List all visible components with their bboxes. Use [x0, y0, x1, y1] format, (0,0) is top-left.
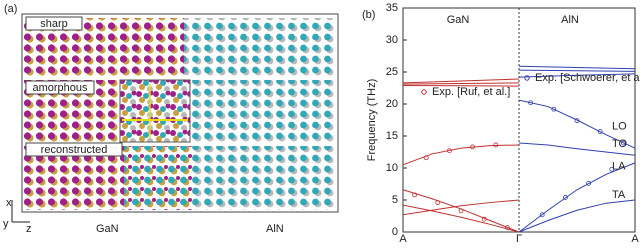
- data-point: [412, 192, 418, 198]
- data-point: [481, 216, 487, 222]
- panel-a: (a) sharp amorphous reconstructed x y z …: [3, 3, 339, 235]
- legend-label: Exp. [Ruf, et al.]: [432, 86, 510, 98]
- data-point: [563, 195, 568, 200]
- data-point: [423, 155, 429, 161]
- material-label: GaN: [96, 223, 119, 235]
- x-tick-label: A: [399, 233, 407, 245]
- data-point: [493, 142, 499, 148]
- data-point: [597, 129, 603, 134]
- dispersion-curve: [402, 144, 520, 166]
- label-box: [25, 142, 123, 157]
- dispersion-curve: [518, 73, 636, 78]
- axis-label: x: [6, 197, 12, 209]
- data-point: [446, 148, 452, 154]
- data-point: [504, 225, 510, 230]
- branch-label: LA: [612, 160, 626, 172]
- data-point: [470, 144, 476, 150]
- x-tick-label: Γ: [516, 233, 522, 245]
- data-point: [586, 180, 591, 186]
- dispersion-curve: [402, 204, 520, 233]
- label-box: [25, 16, 83, 31]
- interface-label: reconstructed: [41, 144, 108, 156]
- data-point: [609, 166, 615, 172]
- data-point: [621, 140, 626, 146]
- region-label: GaN: [447, 14, 470, 26]
- gan-slab: [24, 146, 124, 210]
- dispersion-curve: [402, 199, 520, 216]
- branch-label: TA: [612, 189, 626, 201]
- legend-marker: [524, 75, 530, 81]
- dispersion-curve: [518, 65, 636, 70]
- aln-slab: [190, 80, 336, 142]
- dispersion-curve: [518, 69, 636, 72]
- axis-label: z: [26, 223, 32, 235]
- dispersion-curve: [518, 99, 636, 149]
- data-point: [574, 118, 580, 124]
- aln-slab: [194, 146, 336, 210]
- data-point: [528, 100, 533, 106]
- dispersion-curve: [518, 142, 636, 156]
- y-tick-label: 35: [386, 2, 398, 14]
- data-point: [435, 200, 441, 205]
- x-tick-label: A: [631, 233, 639, 245]
- dispersion-curve: [402, 189, 520, 233]
- y-tick-label: 5: [392, 194, 398, 206]
- material-label: AlN: [266, 223, 284, 235]
- y-tick-label: 25: [386, 66, 398, 78]
- y-tick-label: 30: [386, 34, 398, 46]
- y-tick-label: 15: [386, 130, 398, 142]
- dispersion-curve: [402, 84, 520, 87]
- region-label: AlN: [561, 14, 579, 26]
- dispersion-curve: [402, 82, 520, 85]
- y-axis-title: Frequency (THz): [366, 79, 378, 162]
- reconstructed-region: [124, 146, 194, 210]
- interface-label: sharp: [40, 18, 68, 30]
- legend-label: Exp. [Schwoerer, et al.]: [535, 72, 640, 84]
- aln-slab: [184, 18, 336, 76]
- structure-frame: [21, 13, 339, 213]
- interface-label: amorphous: [32, 82, 88, 94]
- y-tick-label: 20: [386, 98, 398, 110]
- branch-label: LO: [612, 121, 627, 133]
- panel-b: (b) Frequency (THz) 0 5 10 15 20 25 30 35 A Γ A GaN…: [362, 2, 640, 245]
- data-point: [551, 106, 557, 112]
- dispersion-curve: [402, 78, 520, 84]
- axis-label: y: [3, 218, 9, 230]
- panel-label: (b): [362, 9, 375, 21]
- label-box: [25, 80, 95, 95]
- dispersion-curve: [518, 162, 636, 233]
- data-point: [539, 212, 545, 218]
- legend-marker: [421, 89, 427, 95]
- dispersion-curve: [518, 199, 636, 233]
- data-point: [458, 208, 464, 214]
- panel-label: (a): [4, 3, 17, 15]
- amorphous-region: [119, 79, 191, 143]
- y-tick-label: 0: [392, 226, 398, 238]
- y-tick-label: 10: [386, 162, 398, 174]
